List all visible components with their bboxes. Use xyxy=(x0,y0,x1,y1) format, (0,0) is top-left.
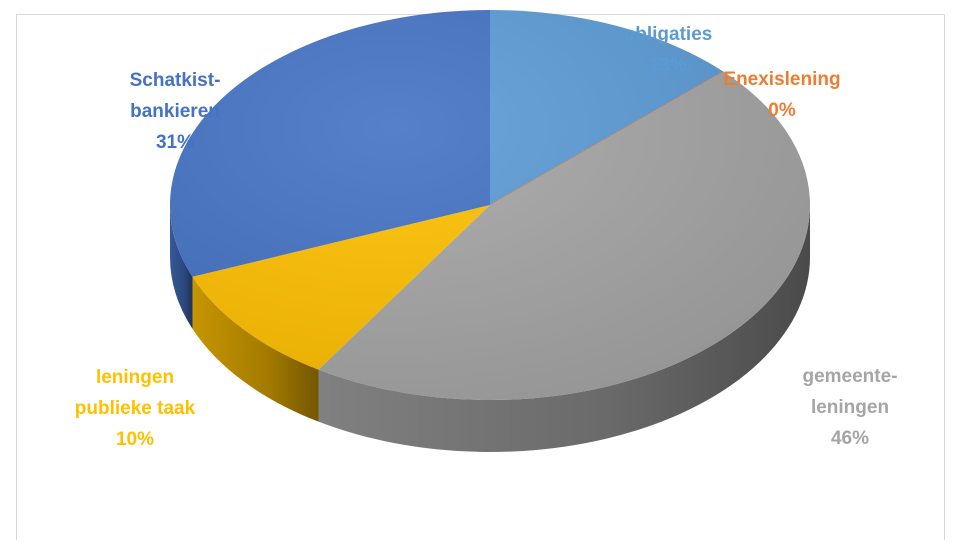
slice-labels: obligaties 13% Enexislening 0% gemeente-leni… xyxy=(75,24,898,450)
slice-label-obligaties: obligaties 13% xyxy=(624,24,713,76)
slice-percent-enexislening: 0% xyxy=(768,100,796,121)
pie-tops xyxy=(169,10,811,401)
slice-name-gemeente-leningen: leningen xyxy=(811,397,889,418)
slice-side-shade-gemeente-leningen xyxy=(318,205,810,452)
slice-percent-obligaties: 13% xyxy=(649,55,687,76)
slice-name-schatkist-bankieren: Schatkist- xyxy=(130,70,221,91)
slice-name-obligaties: obligaties xyxy=(624,24,713,45)
slice-name-leningen-publieke-taak: leningen xyxy=(96,367,174,388)
pie-sides xyxy=(170,205,810,452)
slice-name-enexislening: Enexislening xyxy=(723,69,840,90)
pie-top-sheen xyxy=(170,10,810,400)
slice-label-gemeente-leningen: gemeente-leningen 46% xyxy=(802,366,897,449)
slice-name-gemeente-leningen: gemeente- xyxy=(802,366,897,387)
slice-percent-leningen-publieke-taak: 10% xyxy=(116,429,154,450)
slice-label-enexislening: Enexislening 0% xyxy=(723,69,840,121)
slice-side-shade-leningen-publieke-taak xyxy=(192,276,319,422)
slice-percent-gemeente-leningen: 46% xyxy=(831,428,869,449)
slice-label-leningen-publieke-taak: leningen publieke taak 10% xyxy=(75,367,196,450)
slice-label-schatkist-bankieren: Schatkist-bankieren 31% xyxy=(130,70,221,153)
slice-percent-schatkist-bankieren: 31% xyxy=(156,132,194,153)
slice-name-leningen-publieke-taak: publieke taak xyxy=(75,398,196,419)
slice-side-shade-schatkist-bankieren xyxy=(170,205,193,329)
slice-name-schatkist-bankieren: bankieren xyxy=(130,101,220,122)
